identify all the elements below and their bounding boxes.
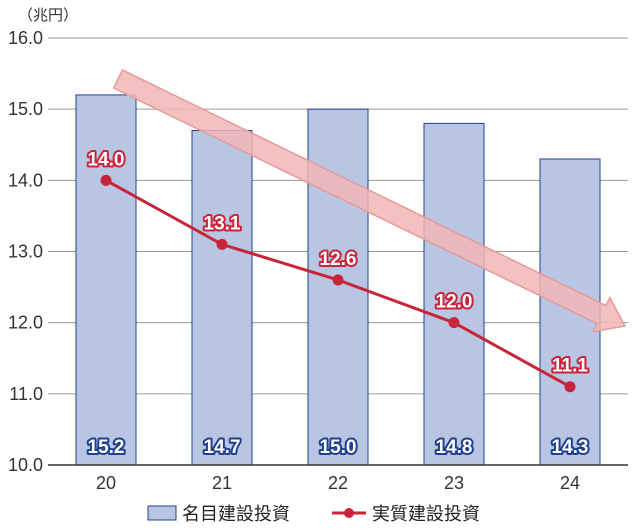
bar: [423, 122, 485, 466]
y-tick-label: 11.0: [9, 384, 43, 404]
x-tick-label: 20: [96, 473, 116, 493]
bar-data-label: 14.7: [204, 437, 241, 458]
bar-series: 15.2 14.7 15.0 14.8 14.3: [75, 94, 601, 466]
bar-data-label: 14.3: [552, 437, 589, 458]
x-tick-label: 21: [212, 473, 232, 493]
y-tick-label: 13.0: [8, 242, 43, 262]
line-series: 14.0 13.1 12.6 12.0 11.1: [86, 147, 590, 393]
bar: [191, 130, 253, 466]
line-point: [448, 317, 460, 329]
legend-line-label: 実質建設投資: [372, 504, 480, 525]
legend-bar-label: 名目建設投資: [182, 504, 290, 525]
y-tick-label: 14.0: [8, 170, 43, 190]
bar-data-label: 14.8: [436, 437, 473, 458]
x-tick-label: 22: [328, 473, 348, 493]
line-data-label: 13.1: [204, 213, 241, 234]
trend-arrow-shape: [112, 68, 627, 333]
legend-line-marker: [344, 508, 354, 518]
axes: 10.0 11.0 12.0 13.0 14.0 15.0 16.0 20 21 22 23 24: [8, 28, 628, 493]
y-axis-unit: （兆円）: [18, 6, 78, 24]
legend: 名目建設投資 実質建設投資: [147, 504, 480, 525]
y-tick-label: 16.0: [8, 28, 43, 48]
line-data-label: 14.0: [88, 149, 125, 170]
line-data-label: 11.1: [552, 356, 588, 377]
legend-bar-swatch: [147, 505, 177, 521]
y-tick-label: 10.0: [8, 455, 43, 475]
line-point: [332, 274, 344, 286]
line-data-label: 12.6: [320, 249, 357, 270]
x-tick-label: 23: [444, 473, 464, 493]
trend-arrow: [112, 68, 627, 333]
x-tick-label: 24: [560, 473, 580, 493]
line-point: [100, 174, 112, 186]
line-point: [564, 381, 576, 393]
bar-data-label: 15.2: [88, 437, 125, 458]
bar-data-label: 15.0: [320, 437, 357, 458]
y-tick-label: 15.0: [8, 99, 43, 119]
line-point: [216, 238, 228, 250]
line-data-label: 12.0: [436, 292, 473, 313]
y-tick-label: 12.0: [8, 313, 43, 333]
